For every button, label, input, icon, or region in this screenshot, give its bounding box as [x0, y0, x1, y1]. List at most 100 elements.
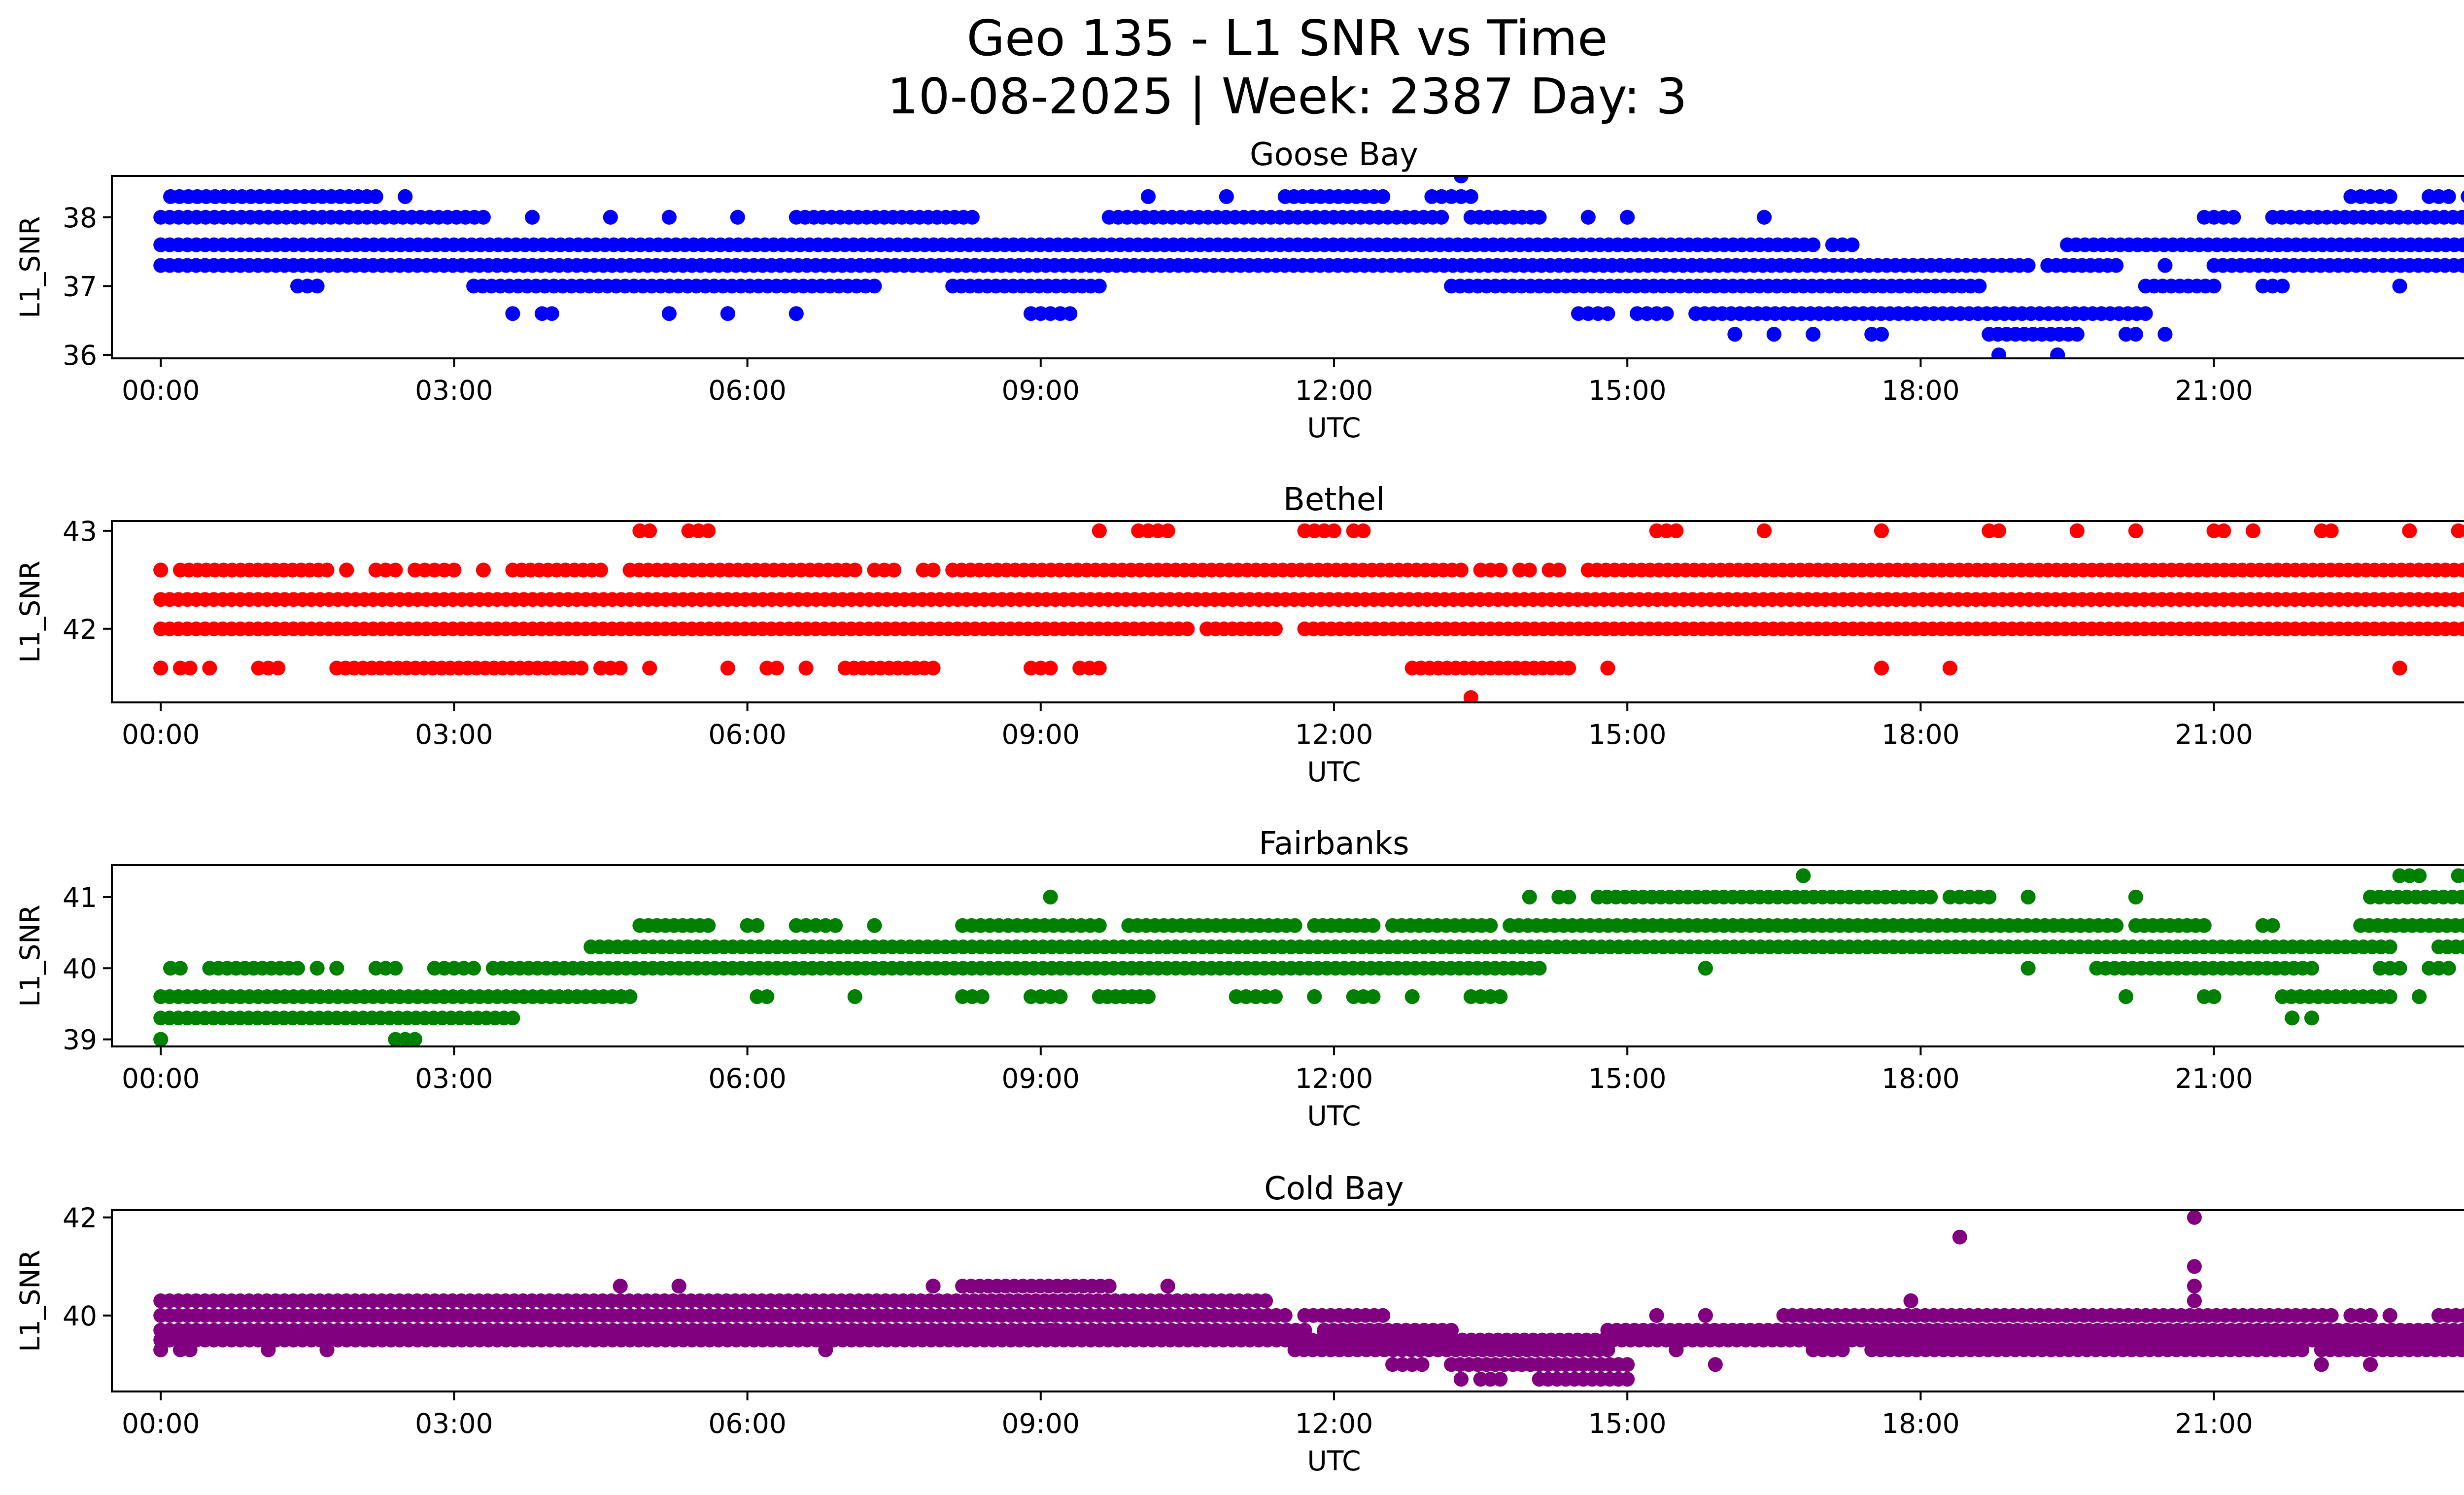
data-point [2324, 523, 2339, 538]
data-point [182, 1342, 198, 1357]
data-point [2382, 189, 2397, 204]
panel-bethel-ylabel: L1_SNR [14, 560, 46, 662]
data-point [1493, 1372, 1508, 1387]
y-tick-label: 38 [63, 202, 97, 234]
data-point [2157, 258, 2173, 273]
data-point [1874, 661, 1889, 676]
data-point [1600, 306, 1615, 321]
data-point [1160, 523, 1175, 538]
data-point [1982, 889, 1997, 904]
data-point [2109, 258, 2124, 273]
data-point [2216, 523, 2231, 538]
data-point [446, 562, 462, 578]
data-point [750, 918, 765, 933]
data-point [1101, 1279, 1117, 1294]
data-point [2226, 209, 2241, 225]
x-tick-label: 18:00 [1882, 1408, 1960, 1439]
data-point [2392, 661, 2407, 676]
data-point [1942, 661, 1957, 676]
data-point [1620, 1357, 1635, 1372]
y-tick-label: 37 [63, 271, 97, 302]
panel-goose-bay-xlabel: UTC [1307, 412, 1361, 444]
data-point [2138, 306, 2153, 321]
data-point [2363, 1308, 2378, 1323]
data-point [1727, 327, 1743, 342]
data-point [1806, 237, 1821, 252]
data-point [2206, 278, 2222, 294]
x-tick-label: 12:00 [1295, 1063, 1373, 1094]
data-point [798, 661, 814, 676]
data-point [1757, 209, 1772, 225]
data-point [398, 189, 413, 204]
data-point [1532, 209, 1547, 225]
data-point [2128, 523, 2143, 538]
data-point [319, 562, 335, 578]
data-point [925, 1279, 941, 1294]
data-point [368, 189, 383, 204]
data-point [1043, 1322, 1058, 1338]
data-point [290, 961, 305, 976]
data-point [1092, 278, 1107, 294]
data-point [2324, 1308, 2339, 1323]
data-point [964, 209, 980, 225]
data-point [339, 562, 354, 578]
panel-fairbanks: Fairbanks 00:00 03:00 06:00 09:00 12:00 15:00 1… [14, 826, 2464, 1132]
data-point [1522, 889, 1537, 904]
data-point [1453, 562, 1469, 578]
x-tick-label: 00:00 [122, 719, 200, 750]
data-point [2265, 918, 2280, 933]
panel-fairbanks-xlabel: UTC [1307, 1100, 1361, 1132]
data-point [2441, 189, 2456, 204]
data-point [153, 1032, 169, 1046]
figure-title-line1: Geo 135 - L1 SNR vs Time [967, 9, 1608, 67]
data-point [2020, 258, 2036, 273]
data-point [1669, 523, 1684, 538]
panel-bethel: Bethel 00:00 03:00 06:00 09:00 12:00 15:00 18:0… [14, 482, 2464, 788]
data-point [1757, 523, 1772, 538]
data-point [1561, 889, 1576, 904]
panel-goose-bay-ylabel: L1_SNR [14, 216, 46, 318]
data-point [1287, 918, 1302, 933]
data-point [2457, 918, 2464, 933]
data-point [1463, 189, 1478, 204]
data-point [1580, 209, 1596, 225]
data-point [1277, 1308, 1293, 1323]
data-point [867, 278, 882, 294]
y-tick-label: 39 [63, 1024, 97, 1056]
x-tick-label: 09:00 [1002, 375, 1080, 406]
data-point [309, 961, 325, 976]
data-point [476, 209, 491, 225]
x-tick-label: 12:00 [1295, 719, 1373, 750]
x-tick-label: 21:00 [2175, 1408, 2253, 1439]
data-point [2461, 190, 2464, 203]
data-point [2454, 1342, 2464, 1357]
data-point [1903, 1293, 1918, 1308]
x-tick-label: 18:00 [1882, 719, 1960, 750]
data-point [1268, 621, 1283, 636]
data-point [2050, 348, 2065, 358]
data-point [2392, 961, 2407, 976]
data-point [847, 989, 862, 1004]
data-point [1092, 918, 1107, 933]
data-point [818, 1342, 833, 1357]
data-point [1620, 1372, 1635, 1387]
data-point [2363, 1357, 2378, 1372]
data-point [642, 661, 657, 676]
x-tick-label: 15:00 [1588, 1063, 1667, 1094]
y-tick-label: 42 [63, 614, 97, 645]
data-point [2187, 1279, 2202, 1294]
data-point [388, 562, 403, 578]
x-tick-label: 15:00 [1588, 719, 1667, 750]
data-point [153, 562, 169, 578]
data-point [701, 918, 716, 933]
panel-bethel-xlabel: UTC [1307, 756, 1361, 788]
data-point [788, 306, 804, 321]
data-point [2392, 278, 2407, 294]
panel-fairbanks-points [153, 868, 2464, 1046]
x-tick-label: 03:00 [415, 375, 493, 406]
y-tick-label: 40 [63, 953, 97, 984]
data-point [1483, 918, 1498, 933]
data-point [2402, 523, 2417, 538]
x-tick-label: 00:00 [122, 375, 200, 406]
panel-bethel-axes-frame [111, 520, 2464, 703]
